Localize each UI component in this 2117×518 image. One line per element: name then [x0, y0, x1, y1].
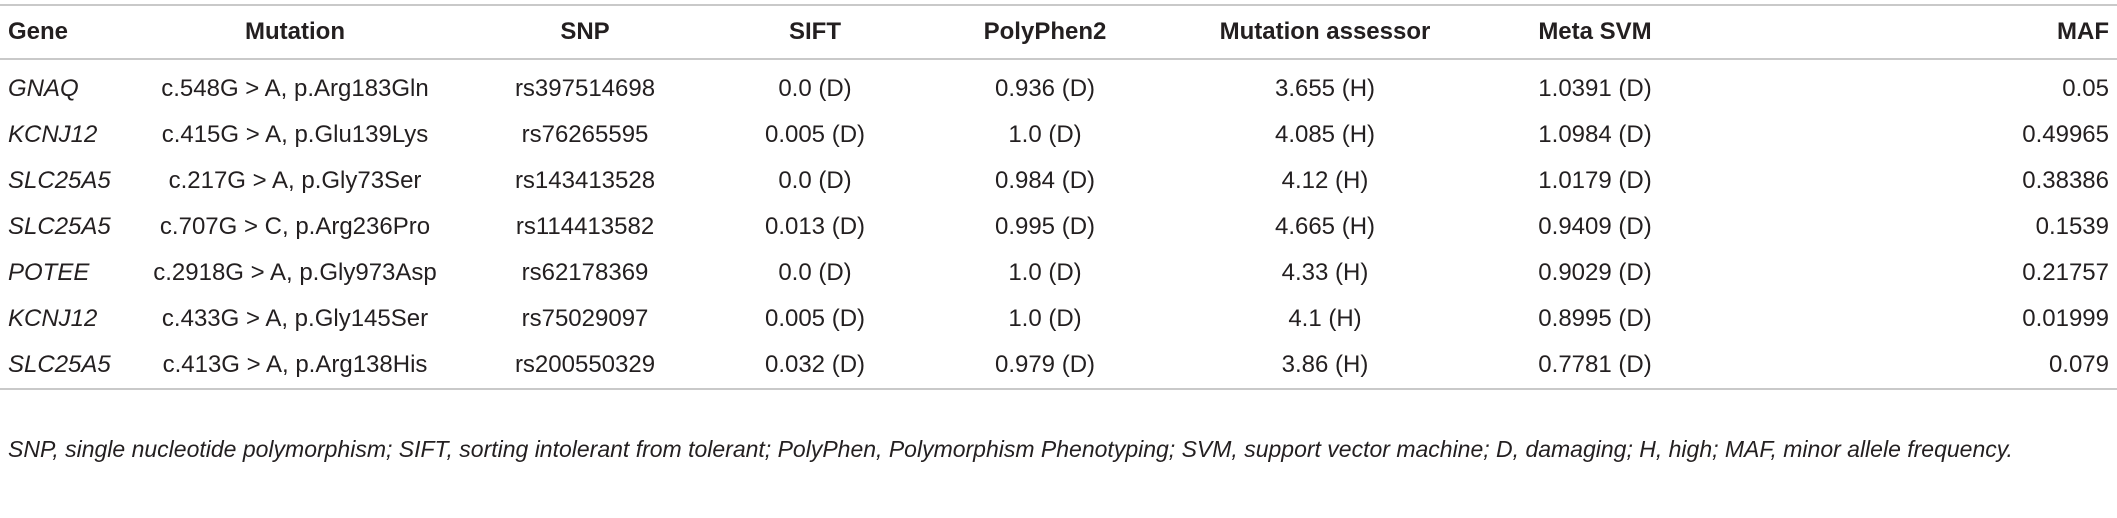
cell-snp: rs75029097 [521, 305, 649, 332]
cell-meta-svm: 0.8995 (D) [1538, 305, 1652, 332]
cell-mutation: c.707G > C, p.Arg236Pro [159, 213, 431, 240]
cell-gene: SLC25A5 [8, 213, 111, 240]
cell-snp: rs76265595 [521, 121, 649, 148]
cell-mutation-assessor: 4.12 (H) [1281, 167, 1369, 194]
cell-polyphen2: 1.0 (D) [1008, 305, 1082, 332]
cell-polyphen2: 1.0 (D) [1008, 121, 1082, 148]
cell-gene: POTEE [8, 259, 90, 286]
header-maf: MAF [2057, 18, 2109, 45]
header-sift: SIFT [789, 18, 841, 45]
cell-meta-svm: 0.9029 (D) [1538, 259, 1652, 286]
cell-mutation: c.415G > A, p.Glu139Lys [161, 121, 429, 148]
cell-mutation: c.217G > A, p.Gly73Ser [168, 167, 422, 194]
cell-meta-svm: 1.0391 (D) [1538, 75, 1652, 102]
table-row: KCNJ12 c.433G > A, p.Gly145Ser rs75029097 0… [0, 296, 2117, 342]
cell-meta-svm: 1.0984 (D) [1538, 121, 1652, 148]
cell-gene: SLC25A5 [8, 351, 111, 378]
cell-sift: 0.032 (D) [764, 351, 866, 378]
table-row: GNAQ c.548G > A, p.Arg183Gln rs397514698 0.… [0, 59, 2117, 112]
cell-mutation: c.413G > A, p.Arg138His [162, 351, 428, 378]
table-row: SLC25A5 c.707G > C, p.Arg236Pro rs11441358… [0, 204, 2117, 250]
cell-gene: SLC25A5 [8, 167, 111, 194]
header-snp: SNP [560, 18, 610, 45]
cell-maf: 0.38386 [2022, 167, 2109, 194]
header-polyphen2: PolyPhen2 [983, 18, 1107, 45]
cell-meta-svm: 0.7781 (D) [1538, 351, 1652, 378]
cell-snp: rs114413582 [515, 213, 655, 240]
cell-mutation: c.433G > A, p.Gly145Ser [161, 305, 429, 332]
cell-maf: 0.05 [2062, 75, 2109, 102]
cell-maf: 0.21757 [2022, 259, 2109, 286]
header-mutation: Mutation [245, 18, 345, 45]
cell-polyphen2: 0.995 (D) [994, 213, 1096, 240]
cell-sift: 0.005 (D) [764, 305, 866, 332]
cell-gene: KCNJ12 [8, 121, 98, 148]
cell-meta-svm: 1.0179 (D) [1538, 167, 1652, 194]
cell-mutation-assessor: 3.86 (H) [1281, 351, 1369, 378]
cell-snp: rs143413528 [514, 167, 656, 194]
header-gene: Gene [8, 18, 69, 45]
cell-maf: 0.1539 [2035, 213, 2109, 240]
header-meta-svm: Meta SVM [1538, 18, 1652, 45]
cell-meta-svm: 0.9409 (D) [1538, 213, 1652, 240]
mutation-table: Gene Mutation SNP SIFT PolyPhen2 Mutatio… [0, 4, 2117, 390]
cell-mutation: c.548G > A, p.Arg183Gln [161, 75, 429, 102]
cell-polyphen2: 0.936 (D) [994, 75, 1096, 102]
table-body: GNAQ c.548G > A, p.Arg183Gln rs397514698 0.… [0, 59, 2117, 389]
cell-mutation-assessor: 4.085 (H) [1274, 121, 1376, 148]
cell-sift: 0.005 (D) [764, 121, 866, 148]
cell-maf: 0.079 [2048, 351, 2109, 378]
cell-polyphen2: 0.979 (D) [994, 351, 1096, 378]
cell-sift: 0.0 (D) [778, 75, 852, 102]
table-row: KCNJ12 c.415G > A, p.Glu139Lys rs76265595 0… [0, 112, 2117, 158]
cell-snp: rs200550329 [514, 351, 656, 378]
cell-gene: KCNJ12 [8, 305, 98, 332]
cell-sift: 0.0 (D) [778, 259, 852, 286]
cell-snp: rs397514698 [514, 75, 656, 102]
header-mutation-assessor: Mutation assessor [1219, 18, 1431, 45]
cell-mutation: c.2918G > A, p.Gly973Asp [153, 259, 437, 286]
table-footnote: SNP, single nucleotide polymorphism; SIF… [8, 436, 2013, 462]
table-row: POTEE c.2918G > A, p.Gly973Asp rs62178369 0… [0, 250, 2117, 296]
cell-mutation-assessor: 3.655 (H) [1274, 75, 1376, 102]
table-row: SLC25A5 c.217G > A, p.Gly73Ser rs143413528… [0, 158, 2117, 204]
cell-gene: GNAQ [8, 75, 79, 102]
cell-mutation-assessor: 4.33 (H) [1281, 259, 1369, 286]
cell-mutation-assessor: 4.1 (H) [1288, 305, 1362, 332]
table-row: SLC25A5 c.413G > A, p.Arg138His rs20055032… [0, 342, 2117, 389]
cell-sift: 0.013 (D) [764, 213, 866, 240]
cell-maf: 0.01999 [2022, 305, 2109, 332]
cell-sift: 0.0 (D) [778, 167, 852, 194]
cell-mutation-assessor: 4.665 (H) [1274, 213, 1376, 240]
cell-snp: rs62178369 [521, 259, 649, 286]
cell-maf: 0.49965 [2022, 121, 2109, 148]
cell-polyphen2: 0.984 (D) [994, 167, 1096, 194]
cell-polyphen2: 1.0 (D) [1008, 259, 1082, 286]
header-row: Gene Mutation SNP SIFT PolyPhen2 Mutatio… [0, 5, 2117, 59]
